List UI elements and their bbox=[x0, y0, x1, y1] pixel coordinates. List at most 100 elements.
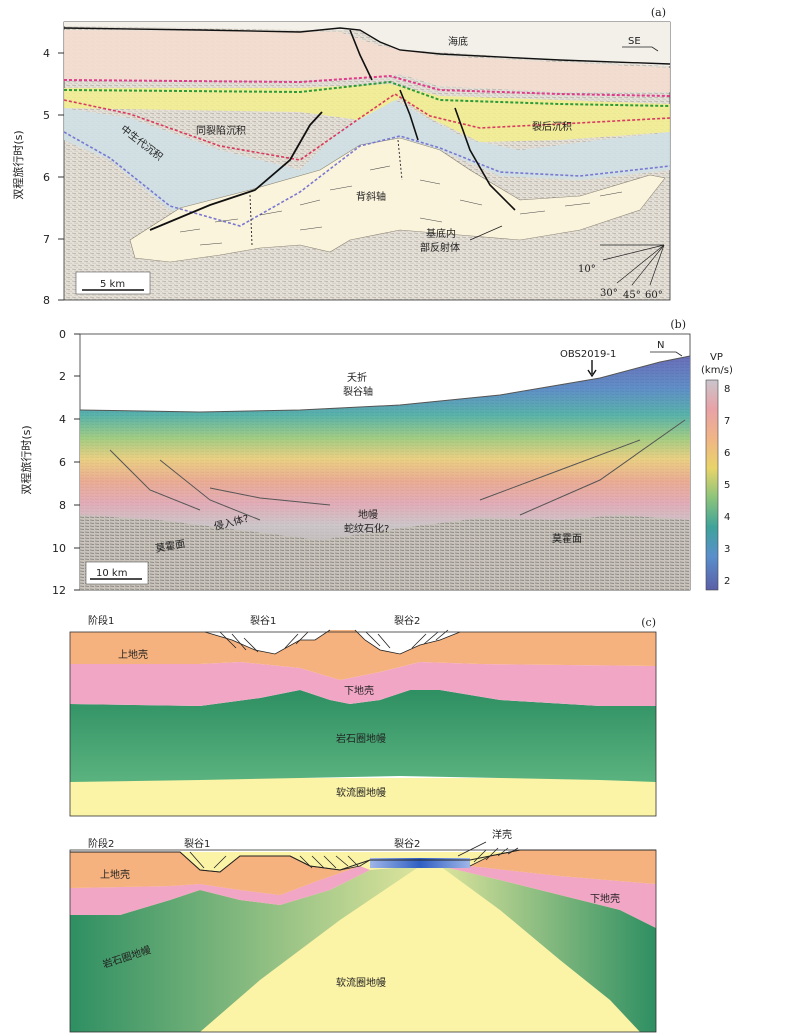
stage1-lith-mantle bbox=[70, 690, 656, 782]
fault-1 bbox=[349, 29, 373, 81]
panel-a-upper-sediments bbox=[64, 30, 670, 92]
cb-tick-3: 3 bbox=[724, 544, 730, 555]
stage1-asthenosphere bbox=[70, 778, 656, 816]
label-basement-reflector-2: 部反射体 bbox=[420, 241, 460, 254]
detachment-fault bbox=[149, 111, 323, 231]
label-post-rift: 裂后沉积 bbox=[532, 120, 572, 133]
b-ytick-10: 10 bbox=[52, 542, 66, 555]
cb-tick-2: 2 bbox=[724, 576, 730, 587]
panel-a-tag: (a) bbox=[651, 6, 666, 19]
panel-a-water bbox=[64, 22, 670, 66]
panel-a: 4 5 6 7 8 双程旅行时(s) (a) SE 海底 同裂陷沉积 裂后沉积 … bbox=[11, 6, 671, 307]
stage1-lith-mantle-label: 岩石圈地幔 bbox=[336, 732, 386, 745]
label-moho-right: 莫霍面 bbox=[552, 533, 582, 545]
a-ytick-7: 7 bbox=[43, 233, 50, 246]
panel-a-basement-reflector-body bbox=[129, 137, 666, 263]
stage2-lith-mantle-right bbox=[440, 866, 656, 1032]
stage2-upper-crust-right bbox=[470, 850, 656, 884]
b-ytick-8: 8 bbox=[59, 499, 66, 512]
panel-c-tag: (c) bbox=[641, 616, 656, 629]
cb-tick-4: 4 bbox=[724, 512, 730, 523]
stage2-oceanic-crust bbox=[370, 858, 470, 868]
a-ytick-5: 5 bbox=[43, 109, 50, 122]
panel-a-y-axis: 4 5 6 7 8 双程旅行时(s) bbox=[11, 47, 64, 307]
stage1-lower-crust-label: 下地壳 bbox=[344, 684, 374, 697]
horizon-purple bbox=[63, 131, 671, 227]
a-ytick-8: 8 bbox=[43, 294, 50, 307]
label-basement-reflector-1: 基底内 bbox=[426, 227, 456, 240]
axis-dashed-2 bbox=[397, 139, 403, 181]
panel-b-velocity-model bbox=[80, 356, 690, 540]
a-scale-box bbox=[75, 271, 151, 295]
panel-b: 0 2 4 6 8 10 12 双程旅行时(s) (b) N OBS2019-1… bbox=[19, 318, 733, 597]
direction-se: SE bbox=[628, 36, 641, 47]
b-y-axis-title: 双程旅行时(s) bbox=[19, 425, 33, 494]
direction-arrow-b bbox=[650, 351, 683, 357]
b-ytick-2: 2 bbox=[59, 370, 66, 383]
cb-tick-5: 5 bbox=[724, 480, 730, 491]
a-ytick-6: 6 bbox=[43, 171, 50, 184]
horizon-red bbox=[63, 93, 671, 161]
label-pointer bbox=[469, 225, 503, 241]
stage2-lith-mantle-left bbox=[70, 866, 420, 1032]
stage2-lower-crust-label: 下地壳 bbox=[590, 892, 620, 905]
angle-30: 30° bbox=[600, 288, 618, 299]
stage1-rift2: 裂谷2 bbox=[394, 614, 420, 627]
vp-colorbar bbox=[705, 379, 719, 591]
stage2-asth-mantle-label: 软流圈地幔 bbox=[336, 976, 386, 989]
colorbar-ticks: 8 7 6 5 4 3 2 bbox=[724, 384, 730, 587]
stage1-title: 阶段1 bbox=[88, 614, 114, 627]
a-ytick-4: 4 bbox=[43, 47, 50, 60]
colorbar-title-vp: VP bbox=[710, 352, 723, 363]
stage2-oceanic-label: 洋壳 bbox=[492, 828, 512, 841]
label-moho-left: 莫霍面 bbox=[154, 538, 186, 555]
stage2-surface bbox=[70, 849, 656, 873]
stage1-upper-crust-label: 上地壳 bbox=[118, 648, 148, 661]
stage2-title: 阶段2 bbox=[88, 837, 114, 850]
b-ytick-6: 6 bbox=[59, 456, 66, 469]
oceanic-pointer bbox=[457, 841, 487, 857]
fault-3 bbox=[454, 107, 516, 211]
seafloor-line bbox=[63, 27, 671, 65]
label-aborted-1: 夭折 bbox=[347, 371, 367, 384]
cb-tick-8: 8 bbox=[724, 384, 730, 395]
angle-60: 60° bbox=[645, 290, 663, 301]
b-seafloor bbox=[79, 355, 691, 413]
obs-label: OBS2019-1 bbox=[560, 349, 616, 360]
panel-b-y-axis: 0 2 4 6 8 10 12 双程旅行时(s) bbox=[19, 328, 80, 597]
stage1-upper-crust bbox=[70, 630, 656, 680]
label-aborted-2: 裂谷轴 bbox=[343, 385, 373, 398]
label-seafloor: 海底 bbox=[448, 35, 468, 48]
stage2-lower-crust-right bbox=[440, 866, 656, 928]
stage1-frame bbox=[69, 631, 657, 817]
panel-a-mesozoic-sediments bbox=[64, 100, 670, 230]
b-faults bbox=[109, 419, 686, 521]
label-syn-rift: 同裂陷沉积 bbox=[196, 124, 246, 137]
colorbar-title-unit: (km/s) bbox=[701, 365, 733, 376]
b-ytick-4: 4 bbox=[59, 413, 66, 426]
stage1-rift-blocks bbox=[204, 629, 461, 655]
label-mantle-2: 蛇纹石化? bbox=[344, 522, 389, 535]
cb-tick-7: 7 bbox=[724, 416, 730, 427]
angle-45: 45° bbox=[623, 290, 641, 301]
cb-tick-6: 6 bbox=[724, 448, 730, 459]
direction-n: N bbox=[657, 340, 664, 351]
stage2-rift1: 裂谷1 bbox=[184, 837, 210, 850]
basement-reflector-strokes bbox=[179, 165, 623, 246]
b-ytick-0: 0 bbox=[59, 328, 66, 341]
stage1-asth-mantle-label: 软流圈地幔 bbox=[336, 786, 386, 799]
b-ytick-12: 12 bbox=[52, 584, 66, 597]
label-mantle-1: 地幔 bbox=[358, 508, 378, 521]
fault-2 bbox=[399, 89, 419, 141]
horizon-magenta bbox=[63, 74, 671, 97]
panel-c-stage-2: 阶段2 裂谷1 裂谷2 洋壳 上地壳 下地壳 岩石圈地幔 软流圈地幔 bbox=[69, 828, 657, 1033]
a-scale-label: 5 km bbox=[100, 279, 125, 290]
axis-dashed-1 bbox=[249, 194, 253, 246]
b-scale-label: 10 km bbox=[96, 568, 127, 579]
horizon-green bbox=[63, 80, 671, 107]
direction-arrow-a bbox=[622, 46, 659, 52]
stage1-rift1: 裂谷1 bbox=[250, 614, 276, 627]
panel-c-stage-1: (c) 阶段1 裂谷1 裂谷2 上地壳 下地壳 岩石圈地幔 软流圈地幔 bbox=[69, 614, 657, 817]
panel-b-tag: (b) bbox=[670, 318, 686, 331]
